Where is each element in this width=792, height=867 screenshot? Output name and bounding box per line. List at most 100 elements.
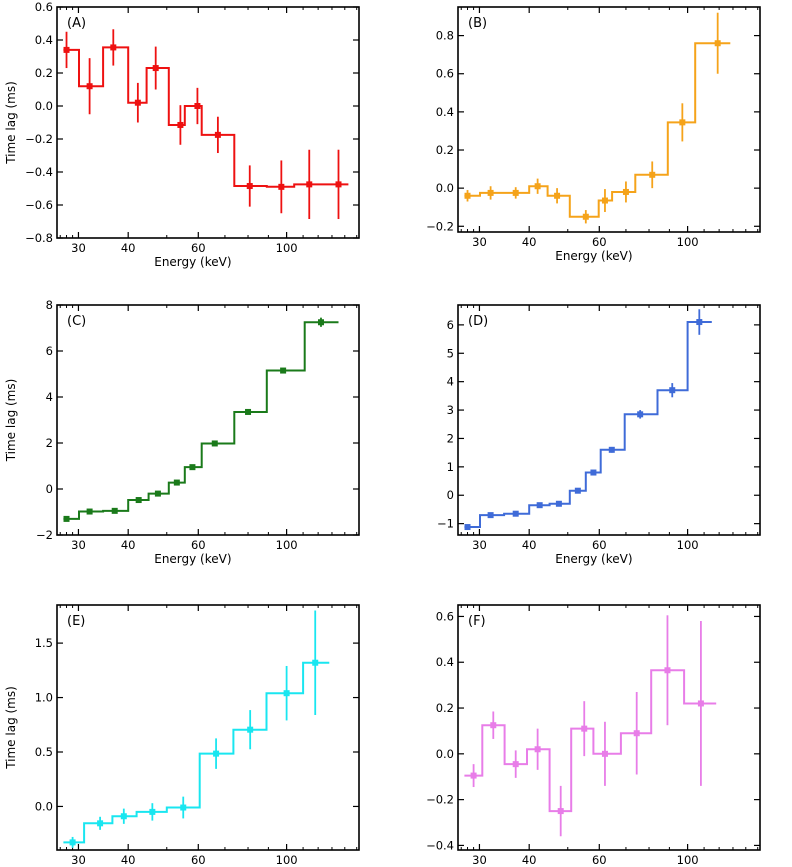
panel-d-xtick-label: 30 <box>472 538 487 552</box>
panel-d-xtick-label: 60 <box>592 538 607 552</box>
panel-e-ytick-label: 1.5 <box>35 636 53 650</box>
panel-e-data-point <box>312 659 319 666</box>
panel-a-data-point <box>110 44 117 51</box>
panel-d-xlabel: Energy (keV) <box>555 552 632 566</box>
panel-b-ytick-label: 0.4 <box>436 105 454 119</box>
panel-b-ytick-label: 0.2 <box>436 143 454 157</box>
panel-a-xtick-label: 30 <box>71 241 86 255</box>
panel-a-ytick-label: −0.4 <box>25 165 53 179</box>
panel-f-data-point <box>697 700 704 707</box>
panel-f-data-point <box>470 772 477 779</box>
panel-b-xtick-label: 40 <box>522 235 537 249</box>
panel-b-xtick-label: 100 <box>677 235 699 249</box>
panel-d-data-point <box>637 411 644 418</box>
panel-f-data-point <box>633 730 640 737</box>
panel-d: −1 0 1 2 3 4 5 6 30 40 60 100 Energy (keV) (D) <box>437 304 761 566</box>
panel-b-data-point <box>679 119 686 126</box>
panel-a-series-step <box>63 46 349 188</box>
panel-c-xlabel: Energy (keV) <box>154 552 231 566</box>
panel-c-ylabel: Time lag (ms) <box>4 379 18 463</box>
panel-e-xtick-label: 40 <box>121 853 136 867</box>
panel-c-data-point <box>211 440 218 447</box>
panel-d-ytick-label: 0 <box>447 488 454 502</box>
panel-c-data-point <box>173 479 180 486</box>
panel-b-data-point <box>649 171 656 178</box>
panel-b-data-point <box>512 189 519 196</box>
panel-b-data-point <box>554 192 561 199</box>
panel-d-xtick-label: 100 <box>677 538 699 552</box>
panel-c-ytick-label: 8 <box>46 298 53 312</box>
panel-c-frame <box>56 304 360 536</box>
panel-e-letter: (E) <box>67 614 85 629</box>
panel-a-data-point <box>335 181 342 188</box>
panel-f-data-point <box>581 725 588 732</box>
panel-f-ytick-label: 0.2 <box>436 701 454 715</box>
panel-a-xtick-label: 40 <box>121 241 136 255</box>
panel-e: 0.00.51.01.5304060100Energy (keV)Time la… <box>4 604 360 867</box>
panel-c-data-point <box>245 408 252 415</box>
panel-c: −2 0 2 4 6 8 30 40 60 100 Energy (keV) Time lag (ms… <box>4 298 360 566</box>
panel-f-data-point <box>512 761 519 768</box>
panel-d-ytick-label: 4 <box>447 375 454 389</box>
panel-f-series-step <box>464 669 717 813</box>
panel-c-xtick-label: 40 <box>121 538 136 552</box>
panel-a-ytick-label: 0.6 <box>35 0 53 14</box>
panel-a-data-point <box>134 99 141 106</box>
panel-b-ytick-label: 0.8 <box>436 29 454 43</box>
panel-a-data-point <box>306 181 313 188</box>
panel-c-xtick-label: 60 <box>191 538 206 552</box>
panel-b-ytick-label: 0.6 <box>436 67 454 81</box>
panel-a-data-point <box>246 183 253 190</box>
panel-e-data-point <box>149 808 156 815</box>
panel-c-ytick-label: 0 <box>46 482 53 496</box>
panel-a-data-point <box>152 65 159 72</box>
panel-b-xlabel: Energy (keV) <box>555 249 632 263</box>
panel-d-data-point <box>512 510 519 517</box>
panel-d-ytick-label: 6 <box>447 318 454 332</box>
panel-e-data-point <box>213 750 220 757</box>
panel-d-series-step <box>464 321 712 528</box>
panel-e-ylabel: Time lag (ms) <box>4 686 18 770</box>
panel-d-data-point <box>590 469 597 476</box>
panel-a-data-point <box>86 83 93 90</box>
panel-c-data-point <box>135 497 142 504</box>
panel-c-ytick-label: 6 <box>46 344 53 358</box>
panel-b-series-step <box>464 42 731 218</box>
panel-d-data-point <box>608 446 615 453</box>
panel-b-data-point <box>464 192 471 199</box>
panel-a-ytick-label: 0.2 <box>35 66 53 80</box>
panel-a: −0.8 −0.6 −0.4 −0.2 0.0 0.2 0.4 0.6 30 40 60 100 Ene… <box>4 0 360 269</box>
panel-e-xtick-label: 60 <box>191 853 206 867</box>
panel-f-data-point <box>664 667 671 674</box>
panel-f-data-point <box>534 746 541 753</box>
panel-b-data-point <box>582 213 589 220</box>
panel-e-data-point <box>120 813 127 820</box>
panel-f-xtick-label: 100 <box>677 853 699 867</box>
panel-c-xtick-label: 30 <box>71 538 86 552</box>
panel-e-data-point <box>283 690 290 697</box>
panel-b-data-point <box>601 197 608 204</box>
panel-f-frame <box>457 604 761 851</box>
panel-d-ytick-label: 3 <box>447 403 454 417</box>
panel-b-data-point <box>622 188 629 195</box>
panel-f-data-point <box>490 722 497 729</box>
panel-e-ytick-label: 0.0 <box>35 799 53 813</box>
panel-a-ytick-label: −0.8 <box>25 231 53 245</box>
panel-d-data-point <box>487 512 494 519</box>
panel-e-ytick-label: 1.0 <box>35 691 53 705</box>
panel-d-ytick-label: −1 <box>437 517 454 531</box>
panel-e-series-step <box>63 661 330 844</box>
panel-d-ytick-label: 2 <box>447 431 454 445</box>
panel-a-ytick-label: 0.0 <box>35 99 53 113</box>
panel-a-data-point <box>194 103 201 109</box>
panel-c-ytick-label: −2 <box>36 528 53 542</box>
panel-d-letter: (D) <box>468 314 488 329</box>
panel-f-letter: (F) <box>468 614 486 629</box>
panel-d-ytick-label: 5 <box>447 346 454 360</box>
panel-b-data-point <box>714 40 721 47</box>
panel-e-data-point <box>69 839 76 846</box>
panel-b: −0.2 0.0 0.2 0.4 0.6 0.8 30 40 60 100 Energy (keV)… <box>426 6 761 263</box>
panel-a-xtick-label: 60 <box>191 241 206 255</box>
panel-d-data-point <box>555 500 562 507</box>
